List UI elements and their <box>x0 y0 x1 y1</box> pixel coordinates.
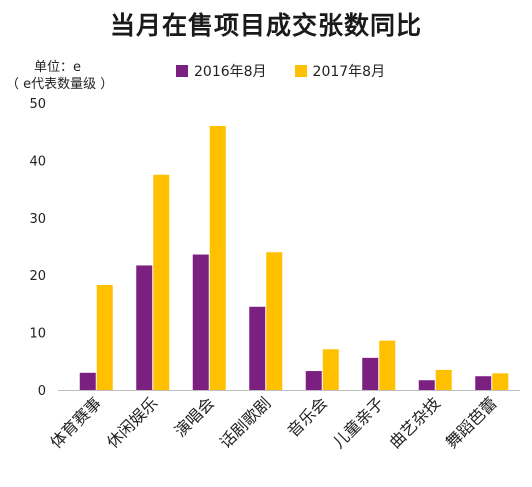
y-tick-label: 0 <box>38 384 46 399</box>
bar-2017 <box>492 373 509 390</box>
x-tick-label: 休闲娱乐 <box>103 393 162 452</box>
bar-2016 <box>136 265 153 390</box>
y-tick-label: 30 <box>29 212 46 227</box>
bar-2016 <box>418 380 435 390</box>
x-tick-label: 儿童亲子 <box>329 393 388 452</box>
legend-label-2016: 2016年8月 <box>194 64 267 80</box>
bar-2016 <box>362 357 379 390</box>
y-tick-label: 40 <box>29 154 46 169</box>
legend-item-2016: 2016年8月 <box>176 61 267 81</box>
bar-2017 <box>96 284 113 390</box>
x-tick-label: 音乐会 <box>284 393 331 440</box>
x-tick-label: 演唱会 <box>171 393 218 440</box>
unit-explanation: （ e代表数量级 ） <box>6 77 114 92</box>
bar-2017 <box>322 349 339 390</box>
x-tick-label: 曲艺杂技 <box>385 393 444 452</box>
y-tick-label: 50 <box>29 97 46 112</box>
x-tick-label: 舞蹈芭蕾 <box>442 393 501 452</box>
bar-2017 <box>379 340 396 390</box>
unit-label: 单位：e <box>34 60 81 75</box>
x-tick-label: 话剧歌剧 <box>216 393 275 452</box>
legend-swatch-2016 <box>176 65 188 77</box>
bar-2016 <box>305 371 322 390</box>
bar-2016 <box>475 376 492 390</box>
y-tick-label: 10 <box>29 327 46 342</box>
unit-note: 单位：e （ e代表数量级 ） <box>6 59 118 93</box>
bar-2016 <box>249 306 266 390</box>
bar-2017 <box>209 125 226 391</box>
bar-2017 <box>153 174 170 390</box>
legend: 2016年8月 2017年8月 <box>176 61 413 81</box>
bar-2016 <box>192 254 209 390</box>
legend-item-2017: 2017年8月 <box>294 61 386 81</box>
chart-title: 当月在售项目成交张数同比 <box>109 11 422 40</box>
legend-swatch-2017 <box>294 65 307 77</box>
x-tick-label: 体育赛事 <box>46 393 105 452</box>
legend-label-2017: 2017年8月 <box>312 64 386 80</box>
bar-2017 <box>435 369 452 390</box>
y-tick-label: 20 <box>29 269 46 284</box>
bar-2016 <box>79 372 96 390</box>
bar-2017 <box>266 252 283 390</box>
